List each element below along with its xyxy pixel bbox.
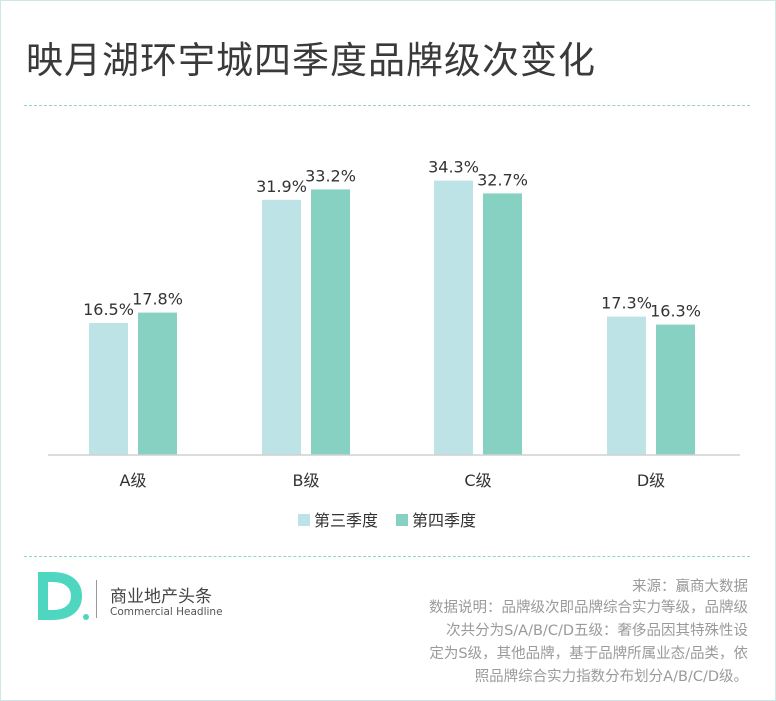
source-text: 来源：赢商大数据 [632,579,748,595]
bar [89,323,128,455]
legend-label: 第三季度 [314,511,378,530]
footer-divider [24,556,750,557]
bar-value-label: 17.8% [132,290,183,309]
category-label: B级 [293,471,320,490]
bar [656,324,695,455]
data-note: 数据说明：品牌级次即品牌综合实力等级，品牌级 次共分为S/A/B/C/D五级：奢… [388,597,748,689]
bar-value-label: 31.9% [256,177,307,196]
data-note-line: 次共分为S/A/B/C/D五级：奢侈品因其特殊性设 [446,623,748,639]
value-labels-group: 16.5%17.8% 31.9%33.2% 34.3%32.7% 17.3%16.3% [83,158,701,321]
bar-value-label: 16.5% [83,300,134,319]
data-note-line: 定为S级，其他品牌，基于品牌所属业态/品类，依 [429,646,748,662]
bar [483,193,522,455]
bar-value-label: 17.3% [601,294,652,313]
category-label: A级 [120,471,147,490]
bars-group [89,180,695,455]
bar-value-label: 34.3% [428,158,479,177]
top-divider [24,105,750,106]
category-label: D级 [637,471,665,490]
legend-swatch [298,514,310,526]
logo-divider [96,580,97,618]
bar [262,199,301,455]
brand-name-cn: 商业地产头条 [110,587,212,607]
bar [311,189,350,455]
bar [138,312,177,455]
bar-value-label: 32.7% [477,170,528,189]
legend-label: 第四季度 [412,511,476,530]
legend-swatch [396,514,408,526]
category-labels-group: A级 B级 C级 D级 [120,471,666,490]
logo-icon [34,570,90,626]
bar-chart: 16.5%17.8% 31.9%33.2% 34.3%32.7% 17.3%16.3%… [48,158,740,530]
chart-title: 映月湖环宇城四季度品牌级次变化 [26,39,596,82]
brand-name-en: Commercial Headline [110,606,223,618]
legend: 第三季度 第四季度 [298,511,476,530]
category-label: C级 [464,471,491,490]
bar [607,316,646,455]
bar [434,180,473,455]
bar-value-label: 16.3% [650,302,701,321]
bar-value-label: 33.2% [305,166,356,185]
data-note-line: 数据说明：品牌级次即品牌综合实力等级，品牌级 [429,600,748,616]
data-note-line: 照品牌综合实力指数分布划分A/B/C/D级。 [474,669,748,685]
